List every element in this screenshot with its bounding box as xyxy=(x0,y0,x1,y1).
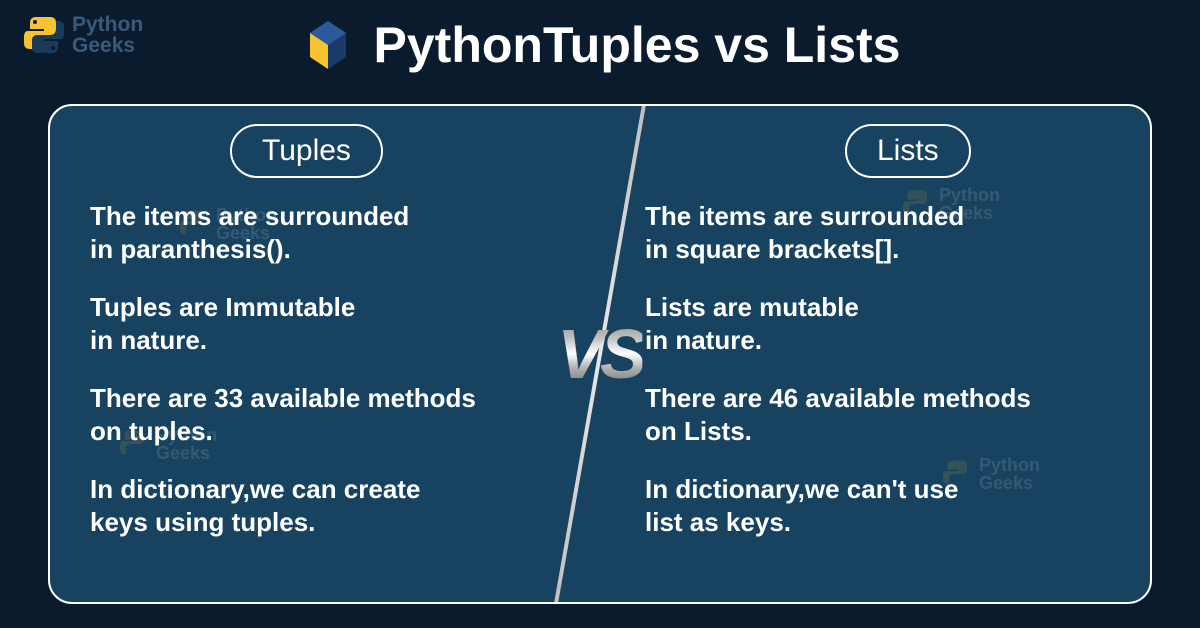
tuples-item-0: The items are surroundedin paranthesis()… xyxy=(90,200,565,265)
lists-item-1: Lists are mutablein nature. xyxy=(645,291,1120,356)
lists-column: Lists The items are surroundedin square … xyxy=(595,106,1150,602)
tuples-item-2: There are 33 available methodson tuples. xyxy=(90,382,565,447)
tuples-label: Tuples xyxy=(230,124,383,178)
tuples-column: Tuples The items are surroundedin parant… xyxy=(50,106,595,602)
lists-item-0: The items are surroundedin square bracke… xyxy=(645,200,1120,265)
lists-item-2: There are 46 available methodson Lists. xyxy=(645,382,1120,447)
header-icon xyxy=(300,17,356,73)
header: PythonTuples vs Lists xyxy=(0,16,1200,74)
comparison-box: PythonGeeks PythonGeeks PythonGeeks Pyth… xyxy=(48,104,1152,604)
lists-label: Lists xyxy=(845,124,971,178)
page-title: PythonTuples vs Lists xyxy=(374,16,901,74)
lists-item-3: In dictionary,we can't uselist as keys. xyxy=(645,473,1120,538)
tuples-item-1: Tuples are Immutablein nature. xyxy=(90,291,565,356)
tuples-item-3: In dictionary,we can createkeys using tu… xyxy=(90,473,565,538)
